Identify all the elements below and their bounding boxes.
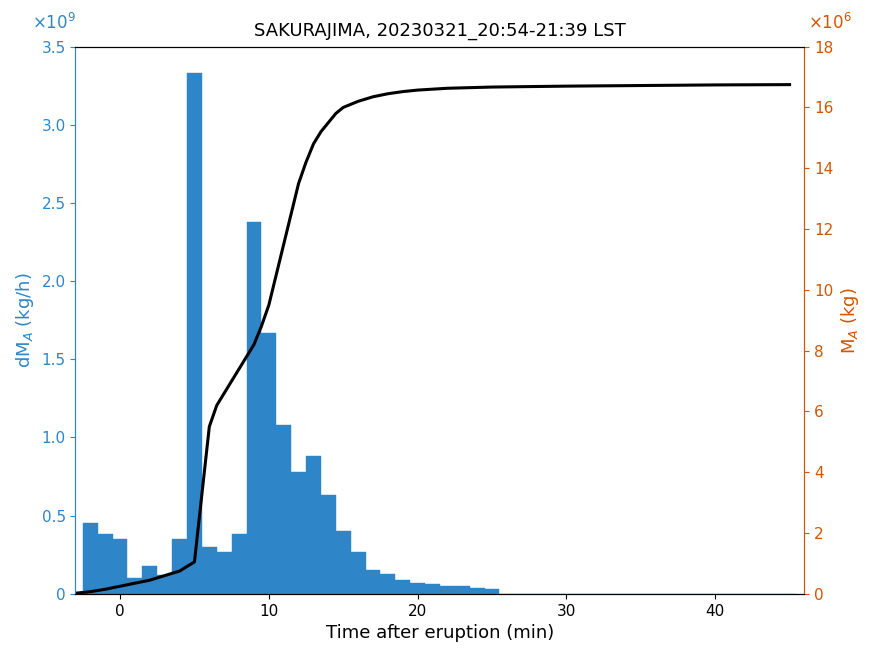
Bar <box>202 547 217 594</box>
Bar <box>425 584 440 594</box>
Bar <box>172 539 187 594</box>
Bar <box>321 495 336 594</box>
Text: $\times10^{6}$: $\times10^{6}$ <box>808 13 852 33</box>
Bar <box>485 589 500 594</box>
Bar <box>291 472 306 594</box>
Title: SAKURAJIMA, 20230321_20:54-21:39 LST: SAKURAJIMA, 20230321_20:54-21:39 LST <box>254 22 626 40</box>
Text: $\times10^{9}$: $\times10^{9}$ <box>31 13 75 33</box>
Bar <box>440 586 455 594</box>
Bar <box>410 583 425 594</box>
Bar <box>396 580 410 594</box>
Bar <box>113 539 128 594</box>
Bar <box>455 586 470 594</box>
Bar <box>128 578 143 594</box>
Bar <box>262 333 276 594</box>
Bar <box>83 523 98 594</box>
Bar <box>351 552 366 594</box>
Bar <box>98 535 113 594</box>
Bar <box>366 570 381 594</box>
Bar <box>158 575 172 594</box>
Bar <box>470 588 485 594</box>
Bar <box>247 222 262 594</box>
Bar <box>276 425 291 594</box>
Bar <box>306 456 321 594</box>
Bar <box>381 573 396 594</box>
Bar <box>336 531 351 594</box>
X-axis label: Time after eruption (min): Time after eruption (min) <box>326 624 554 642</box>
Y-axis label: M$_A$ (kg): M$_A$ (kg) <box>839 287 861 354</box>
Bar <box>232 535 247 594</box>
Y-axis label: dM$_A$ (kg/h): dM$_A$ (kg/h) <box>14 272 36 368</box>
Bar <box>143 565 158 594</box>
Bar <box>187 73 202 594</box>
Bar <box>217 552 232 594</box>
